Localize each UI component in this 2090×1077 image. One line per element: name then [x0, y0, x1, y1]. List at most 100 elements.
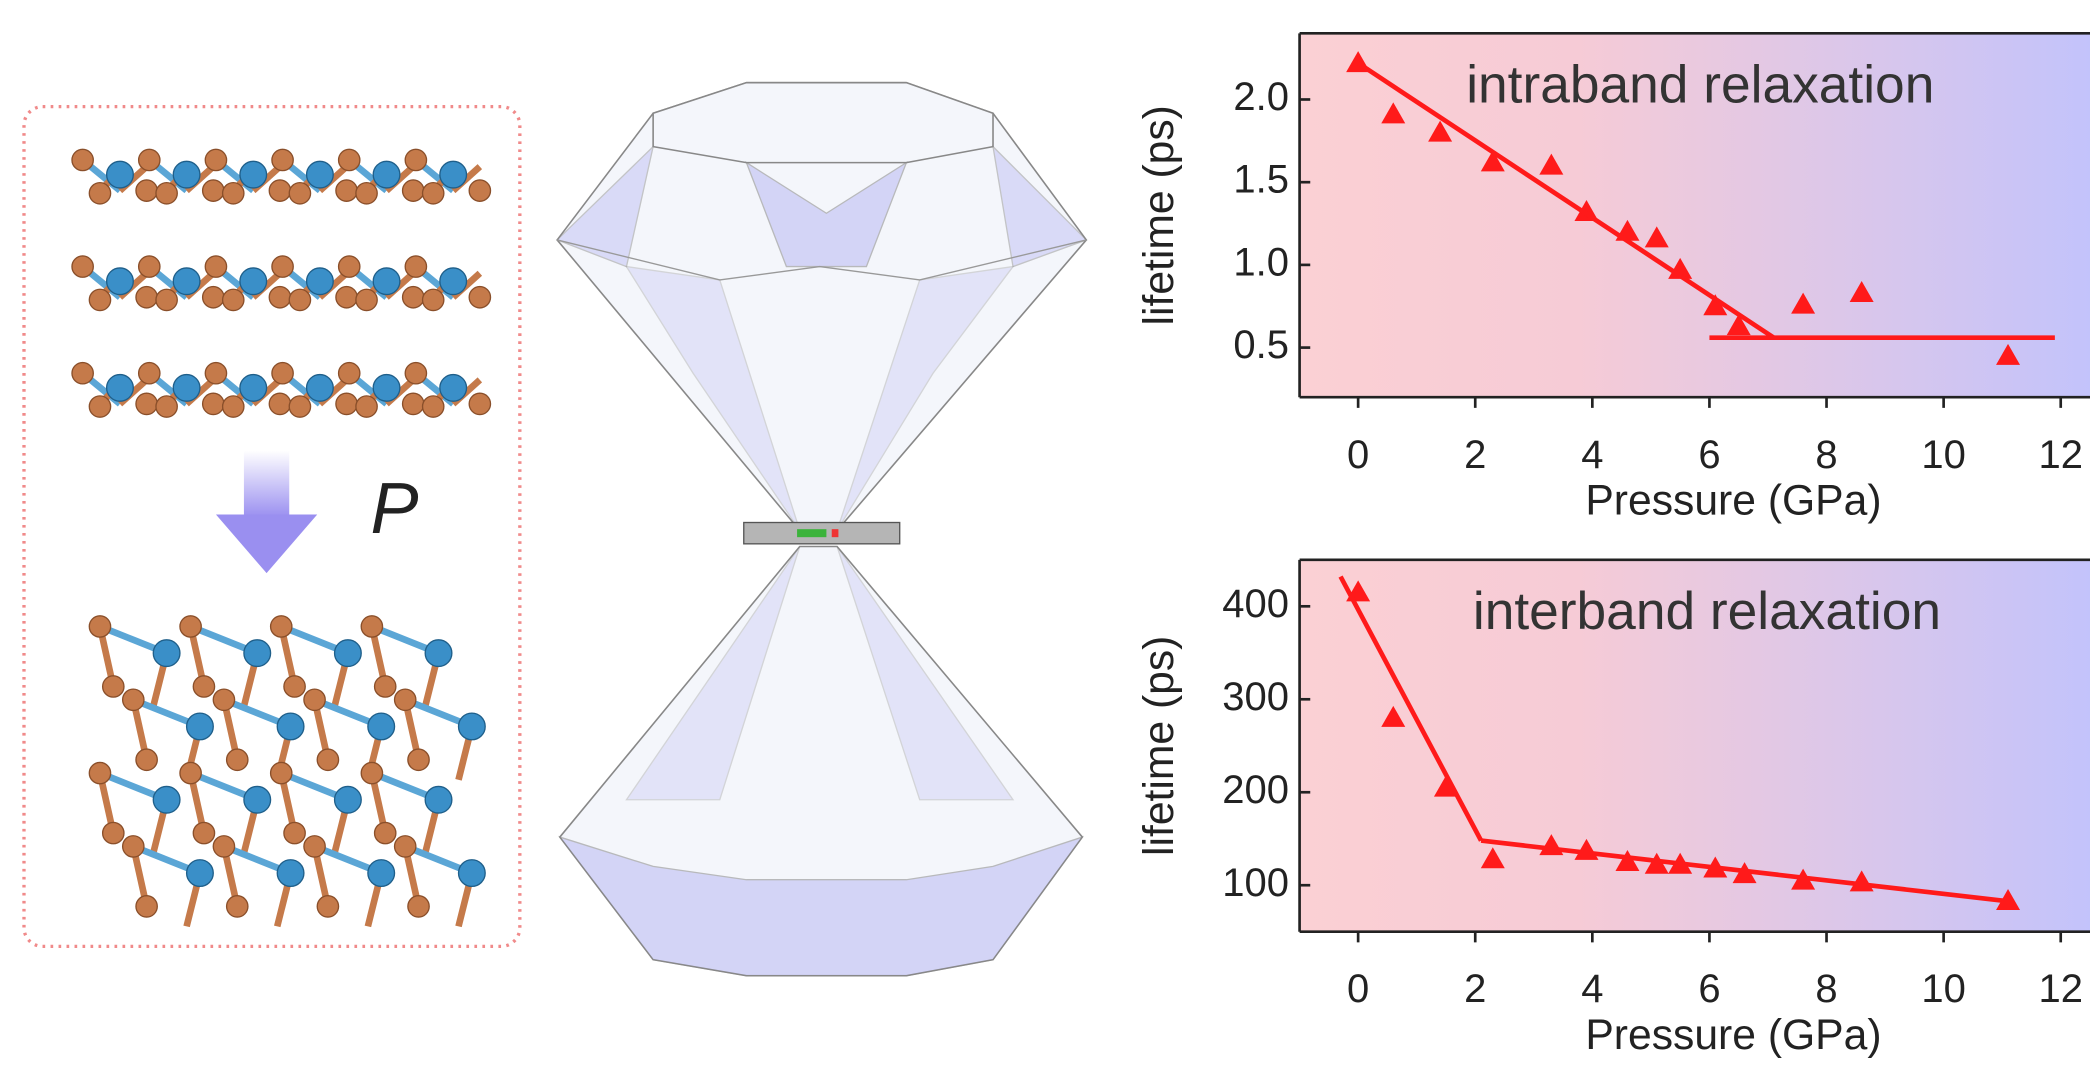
atom-brown: [156, 396, 177, 417]
atom-brown: [469, 180, 490, 201]
atom-blue: [277, 860, 304, 887]
atom-brown: [136, 180, 157, 201]
atom-brown: [289, 396, 310, 417]
atom-blue: [173, 161, 200, 188]
y-tick-label: 300: [1222, 675, 1289, 719]
atom-brown: [336, 393, 357, 414]
atom-blue: [335, 786, 362, 813]
atom-brown: [284, 676, 305, 697]
atom-blue: [307, 268, 334, 295]
atom-brown: [203, 180, 224, 201]
atom-brown: [203, 287, 224, 308]
atom-blue: [373, 268, 400, 295]
pressure-arrow-head: [216, 515, 317, 574]
atom-brown: [289, 183, 310, 204]
x-tick-label: 10: [1921, 967, 1965, 1011]
x-tick-label: 0: [1347, 967, 1369, 1011]
atom-brown: [223, 396, 244, 417]
atom-brown: [205, 149, 226, 170]
atom-brown: [317, 749, 338, 770]
atom-brown: [405, 256, 426, 277]
x-tick-label: 2: [1464, 967, 1486, 1011]
y-tick-label: 1.0: [1233, 240, 1289, 284]
atom-brown: [269, 287, 290, 308]
atom-brown: [227, 749, 248, 770]
x-tick-label: 8: [1815, 433, 1837, 477]
x-tick-label: 4: [1581, 433, 1603, 477]
atom-blue: [425, 640, 452, 667]
atom-blue: [187, 860, 214, 887]
atom-brown: [156, 183, 177, 204]
atom-brown: [375, 822, 396, 843]
atom-blue: [240, 268, 267, 295]
atom-brown: [139, 149, 160, 170]
atom-brown: [339, 256, 360, 277]
y-tick-label: 0.5: [1233, 323, 1289, 367]
atom-blue: [187, 713, 214, 740]
x-tick-label: 2: [1464, 433, 1486, 477]
atom-brown: [356, 396, 377, 417]
atom-brown: [180, 762, 201, 783]
atom-blue: [277, 713, 304, 740]
atom-blue: [425, 786, 452, 813]
figure: P 0.51.01.52.0024681012Pressure (GPa)lif…: [0, 0, 2090, 1077]
atom-blue: [244, 640, 271, 667]
atom-brown: [339, 363, 360, 384]
atom-brown: [72, 256, 93, 277]
atom-brown: [423, 396, 444, 417]
atom-brown: [227, 896, 248, 917]
atom-brown: [139, 256, 160, 277]
atom-blue: [335, 640, 362, 667]
ruby: [832, 529, 839, 537]
atom-brown: [89, 183, 110, 204]
atom-brown: [123, 689, 144, 710]
atom-brown: [89, 396, 110, 417]
atom-brown: [272, 149, 293, 170]
atom-brown: [361, 762, 382, 783]
atom-brown: [469, 287, 490, 308]
atom-brown: [136, 749, 157, 770]
atom-brown: [304, 689, 325, 710]
atom-brown: [269, 180, 290, 201]
atom-brown: [205, 363, 226, 384]
atom-brown: [423, 183, 444, 204]
atom-brown: [356, 183, 377, 204]
x-tick-label: 12: [2038, 967, 2082, 1011]
chart: 0.51.01.52.0024681012Pressure (GPa)lifet…: [1135, 33, 2090, 524]
illustration: P: [24, 83, 1086, 976]
atom-brown: [403, 287, 424, 308]
diamond-anvil-cell: [557, 83, 1086, 976]
atom-brown: [223, 289, 244, 310]
x-tick-label: 6: [1698, 967, 1720, 1011]
atom-blue: [459, 713, 486, 740]
atom-brown: [89, 616, 110, 637]
atom-blue: [153, 640, 180, 667]
atom-brown: [317, 896, 338, 917]
atom-brown: [375, 676, 396, 697]
atom-brown: [89, 289, 110, 310]
x-tick-label: 6: [1698, 433, 1720, 477]
atom-brown: [272, 256, 293, 277]
x-tick-label: 12: [2038, 433, 2082, 477]
atom-brown: [339, 149, 360, 170]
atom-brown: [336, 180, 357, 201]
atom-brown: [271, 762, 292, 783]
atom-brown: [405, 363, 426, 384]
x-tick-label: 8: [1815, 967, 1837, 1011]
chart-title: interband relaxation: [1473, 582, 1941, 641]
atom-brown: [180, 616, 201, 637]
atom-brown: [269, 393, 290, 414]
sample: [797, 529, 826, 537]
atom-brown: [193, 676, 214, 697]
atom-brown: [336, 287, 357, 308]
atom-brown: [289, 289, 310, 310]
atom-blue: [107, 375, 134, 402]
atom-blue: [368, 860, 395, 887]
atom-brown: [136, 287, 157, 308]
y-tick-label: 400: [1222, 582, 1289, 626]
atom-brown: [395, 689, 416, 710]
y-axis-label: lifetime (ps): [1135, 105, 1183, 325]
atom-brown: [103, 676, 124, 697]
atom-blue: [459, 860, 486, 887]
